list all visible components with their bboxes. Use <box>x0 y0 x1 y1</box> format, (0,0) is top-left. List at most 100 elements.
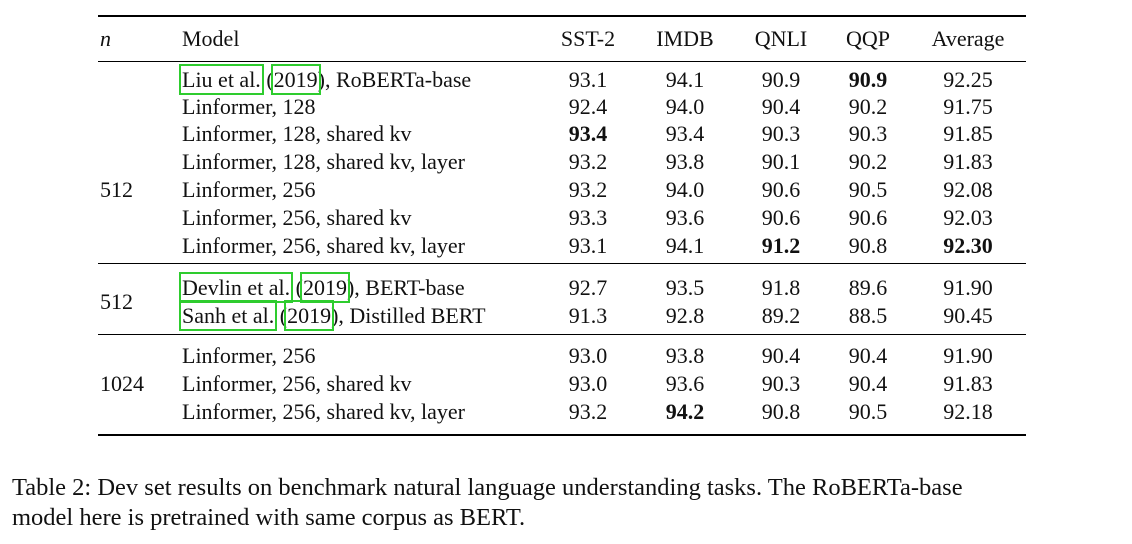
value-cell: 93.5 <box>665 275 705 300</box>
value-cell: 94.0 <box>665 94 705 119</box>
model-name: Linformer, 256, shared kv, layer <box>182 399 465 424</box>
group-n: 512 <box>100 289 133 314</box>
group-n: 512 <box>100 177 133 202</box>
value-cell: 89.6 <box>848 275 888 300</box>
header-cell: Average <box>931 26 1005 51</box>
model-cell: Linformer, 256, shared kv <box>182 371 411 397</box>
model-name: Linformer, 256 <box>182 343 316 368</box>
value-cell: 93.2 <box>568 149 608 174</box>
citation-text: ( <box>260 67 274 92</box>
value-cell: 91.8 <box>761 275 801 300</box>
citation-text: ( <box>290 275 303 300</box>
value-cell: 90.2 <box>848 149 888 174</box>
value-cell: 91.75 <box>943 94 993 119</box>
bottom-rule <box>98 434 1026 436</box>
value-cell: 92.08 <box>943 177 993 202</box>
header-cell: QNLI <box>754 26 808 51</box>
citation-year: 2019 <box>284 300 335 331</box>
citation-year: 2019 <box>270 64 321 95</box>
value-cell: 91.83 <box>943 371 993 396</box>
model-cell: Linformer, 128 <box>182 94 316 120</box>
value-cell: 92.4 <box>568 94 608 119</box>
caption-line: Table 2: Dev set results on benchmark na… <box>12 474 963 501</box>
value-cell: 90.4 <box>848 371 888 396</box>
model-cell: Linformer, 256, shared kv <box>182 205 411 231</box>
value-cell: 92.30 <box>943 233 993 258</box>
group-n: 1024 <box>100 371 144 396</box>
model-cell: Liu et al. (2019), RoBERTa-base <box>179 64 472 95</box>
model-name: Linformer, 128, shared kv, layer <box>182 149 465 174</box>
value-cell: 90.5 <box>848 399 888 424</box>
header-cell: SST-2 <box>560 26 616 51</box>
model-cell: Linformer, 128, shared kv <box>182 121 411 147</box>
value-cell: 90.3 <box>848 121 888 146</box>
value-cell: 93.0 <box>568 343 608 368</box>
value-cell: 91.90 <box>943 343 993 368</box>
value-cell: 91.83 <box>943 149 993 174</box>
value-cell: 91.3 <box>568 303 608 328</box>
citation-author: Sanh et al. <box>178 300 278 331</box>
value-cell: 93.6 <box>665 371 705 396</box>
value-cell: 90.1 <box>761 149 801 174</box>
value-cell: 90.8 <box>761 399 801 424</box>
value-cell: 93.3 <box>568 205 608 230</box>
value-cell: 93.8 <box>665 343 705 368</box>
model-cell: Sanh et al. (2019), Distilled BERT <box>178 300 486 331</box>
group-rule <box>98 334 1026 335</box>
header-cell: IMDB <box>656 26 714 51</box>
value-cell: 91.85 <box>943 121 993 146</box>
model-name: ), Distilled BERT <box>331 303 486 328</box>
value-cell: 90.2 <box>848 94 888 119</box>
citation-year: 2019 <box>299 272 350 303</box>
value-cell: 93.4 <box>665 121 705 146</box>
value-cell: 93.2 <box>568 177 608 202</box>
value-cell: 93.0 <box>568 371 608 396</box>
value-cell: 91.2 <box>761 233 801 258</box>
value-cell: 90.3 <box>761 121 801 146</box>
model-cell: Linformer, 128, shared kv, layer <box>182 149 465 175</box>
value-cell: 93.1 <box>568 233 608 258</box>
value-cell: 90.4 <box>848 343 888 368</box>
value-cell: 93.8 <box>665 149 705 174</box>
model-name: Linformer, 128, shared kv <box>182 121 412 146</box>
model-cell: Linformer, 256, shared kv, layer <box>182 233 465 259</box>
value-cell: 93.1 <box>568 67 608 92</box>
value-cell: 94.1 <box>665 67 705 92</box>
citation-text: ( <box>274 303 288 328</box>
value-cell: 94.0 <box>665 177 705 202</box>
group-rule <box>98 263 1026 264</box>
model-name: ), BERT-base <box>346 275 465 300</box>
value-cell: 88.5 <box>848 303 888 328</box>
model-cell: Linformer, 256 <box>182 177 316 203</box>
value-cell: 90.3 <box>761 371 801 396</box>
model-name: Linformer, 256, shared kv <box>182 371 412 396</box>
value-cell: 92.03 <box>943 205 993 230</box>
value-cell: 92.18 <box>943 399 993 424</box>
header-rule <box>98 61 1026 62</box>
model-name: ), RoBERTa-base <box>317 67 472 92</box>
value-cell: 90.6 <box>761 205 801 230</box>
model-name: Linformer, 256, shared kv, layer <box>182 233 465 258</box>
value-cell: 94.1 <box>665 233 705 258</box>
value-cell: 90.6 <box>761 177 801 202</box>
value-cell: 89.2 <box>761 303 801 328</box>
model-name: Linformer, 128 <box>182 94 316 119</box>
header-model: Model <box>182 26 240 51</box>
value-cell: 91.90 <box>943 275 993 300</box>
value-cell: 90.45 <box>943 303 993 328</box>
value-cell: 92.7 <box>568 275 608 300</box>
value-cell: 90.8 <box>848 233 888 258</box>
model-cell: Linformer, 256 <box>182 343 316 369</box>
value-cell: 90.4 <box>761 343 801 368</box>
model-name: Linformer, 256 <box>182 177 316 202</box>
top-rule <box>98 15 1026 17</box>
value-cell: 92.25 <box>943 67 993 92</box>
header-cell: QQP <box>845 26 890 51</box>
value-cell: 93.2 <box>568 399 608 424</box>
model-name: Linformer, 256, shared kv <box>182 205 412 230</box>
caption-line: model here is pretrained with same corpu… <box>12 504 526 531</box>
model-cell: Devlin et al. (2019), BERT-base <box>178 272 465 303</box>
header-n: n <box>100 26 111 51</box>
model-cell: Linformer, 256, shared kv, layer <box>182 399 465 425</box>
